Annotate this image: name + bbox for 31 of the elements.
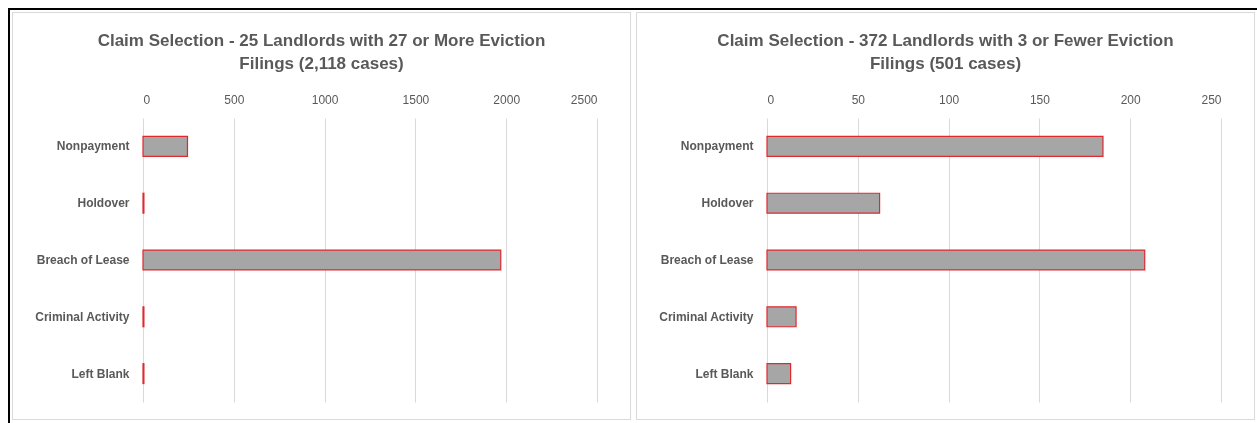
y-tick-label: Nonpayment xyxy=(56,139,130,154)
x-tick-label: 0 xyxy=(143,92,151,107)
bar xyxy=(766,306,797,328)
x-tick-label: 150 xyxy=(1029,92,1051,107)
x-tick-label: 1000 xyxy=(311,92,339,107)
x-tick-label: 1500 xyxy=(402,92,430,107)
bar xyxy=(142,135,189,157)
x-tick-label: 2000 xyxy=(493,92,521,107)
x-tick-label: 0 xyxy=(767,92,775,107)
x-tick-label: 2500 xyxy=(570,92,598,107)
bar xyxy=(766,192,881,214)
y-tick-label: Criminal Activity xyxy=(35,309,130,324)
x-tick-label: 500 xyxy=(224,92,245,107)
bar xyxy=(766,249,1146,271)
y-tick-label: Nonpayment xyxy=(680,139,754,154)
y-tick-label: Holdover xyxy=(77,196,130,211)
bar xyxy=(142,249,502,271)
x-tick-label: 250 xyxy=(1201,92,1222,107)
chart-title: Claim Selection - 25 Landlords with 27 or More Eviction Filings (2,118 cases) xyxy=(97,31,546,73)
y-tick-label: Holdover xyxy=(701,196,754,211)
bar xyxy=(766,135,1104,157)
x-tick-label: 200 xyxy=(1120,92,1142,107)
y-tick-label: Left Blank xyxy=(695,366,754,381)
y-tick-label: Left Blank xyxy=(71,366,130,381)
x-tick-label: 100 xyxy=(939,92,960,107)
y-tick-label: Criminal Activity xyxy=(659,309,754,324)
y-tick-label: Breach of Lease xyxy=(660,253,754,267)
bar xyxy=(766,363,792,385)
y-tick-label: Breach of Lease xyxy=(36,253,130,267)
chart-title: Claim Selection - 372 Landlords with 3 or Fewer Eviction Filings (501 cases) xyxy=(717,31,1174,73)
x-tick-label: 50 xyxy=(851,92,866,107)
